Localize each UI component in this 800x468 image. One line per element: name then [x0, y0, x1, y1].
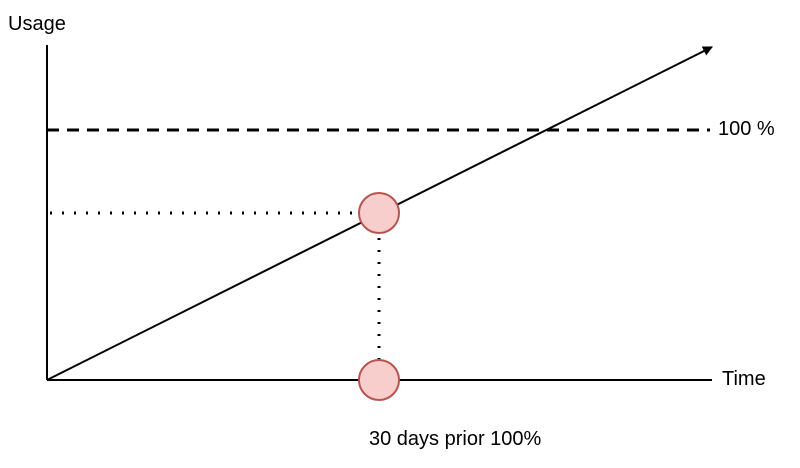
y-axis-label: Usage: [8, 13, 66, 35]
marker-label: 30 days prior 100%: [369, 428, 542, 450]
x-axis-label: Time: [722, 368, 766, 390]
marker-on-time-axis: [358, 359, 400, 401]
marker-on-trend: [358, 192, 400, 234]
threshold-label: 100 %: [718, 118, 775, 140]
